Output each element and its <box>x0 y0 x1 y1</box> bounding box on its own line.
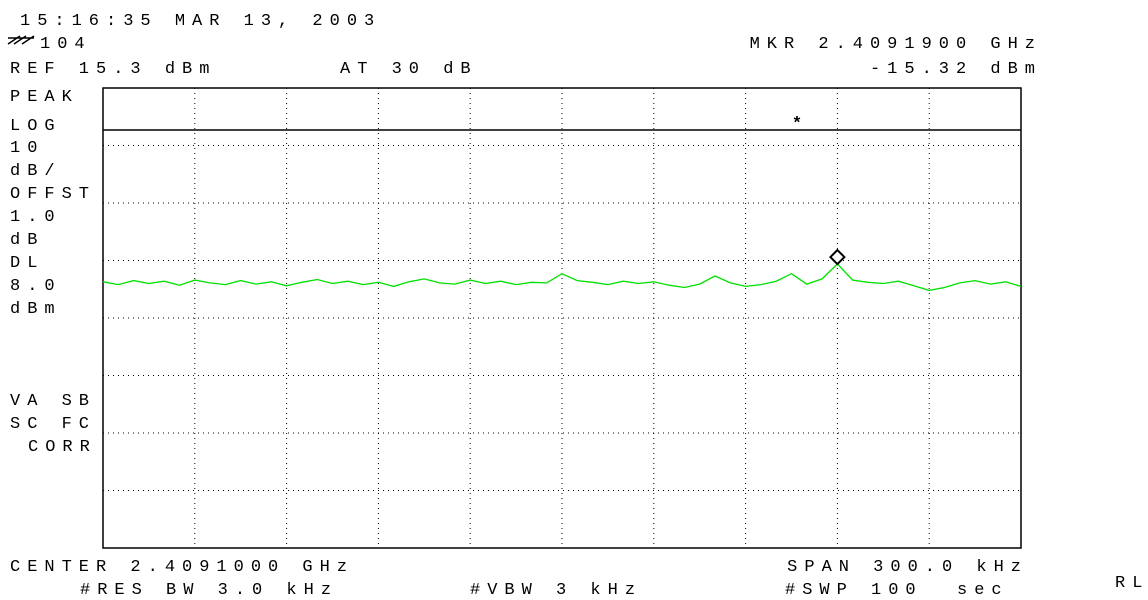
side-label: SC FC <box>10 415 96 434</box>
rl: RL <box>1115 574 1148 593</box>
side-label: dB <box>10 231 44 250</box>
reference: REF 15.3 dBm <box>10 60 216 79</box>
hp-logo <box>7 35 35 45</box>
side-label: 1.0 <box>10 208 62 227</box>
side-label: VA SB <box>10 392 96 411</box>
side-label: CORR <box>28 438 97 457</box>
marker-freq: MKR 2.4091900 GHz <box>750 35 1042 54</box>
display-line-symbol: * <box>792 115 802 134</box>
side-label: OFFST <box>10 185 96 204</box>
side-label: 10 <box>10 139 44 158</box>
side-label: DL <box>10 254 44 273</box>
vbw: #VBW 3 kHz <box>470 581 642 600</box>
side-label: dB/ <box>10 162 62 181</box>
datetime: 15:16:35 MAR 13, 2003 <box>20 12 381 31</box>
sweep: #SWP 100 sec <box>785 581 1009 600</box>
rbw: #RES BW 3.0 kHz <box>80 581 338 600</box>
marker <box>828 248 846 266</box>
side-label: PEAK <box>10 88 79 107</box>
side-label: LOG <box>10 117 62 136</box>
side-label: 8.0 <box>10 277 62 296</box>
center-freq: CENTER 2.4091000 GHz <box>10 558 354 577</box>
side-label: dBm <box>10 300 62 319</box>
span: SPAN 300.0 kHz <box>787 558 1028 577</box>
plot-frame <box>102 87 1022 549</box>
instrument: 104 <box>40 35 92 54</box>
marker-level: -15.32 dBm <box>870 60 1042 79</box>
trace <box>102 262 1022 292</box>
attenuation: AT 30 dB <box>340 60 478 79</box>
